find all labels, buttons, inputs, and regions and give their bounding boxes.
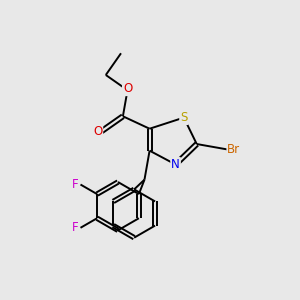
Text: N: N	[171, 158, 180, 171]
Text: F: F	[72, 178, 79, 191]
Text: Br: Br	[227, 143, 241, 156]
Text: S: S	[180, 111, 188, 124]
Bar	[76, 171, 209, 283]
Text: O: O	[93, 125, 102, 138]
Text: F: F	[72, 221, 79, 234]
Text: O: O	[123, 82, 132, 95]
